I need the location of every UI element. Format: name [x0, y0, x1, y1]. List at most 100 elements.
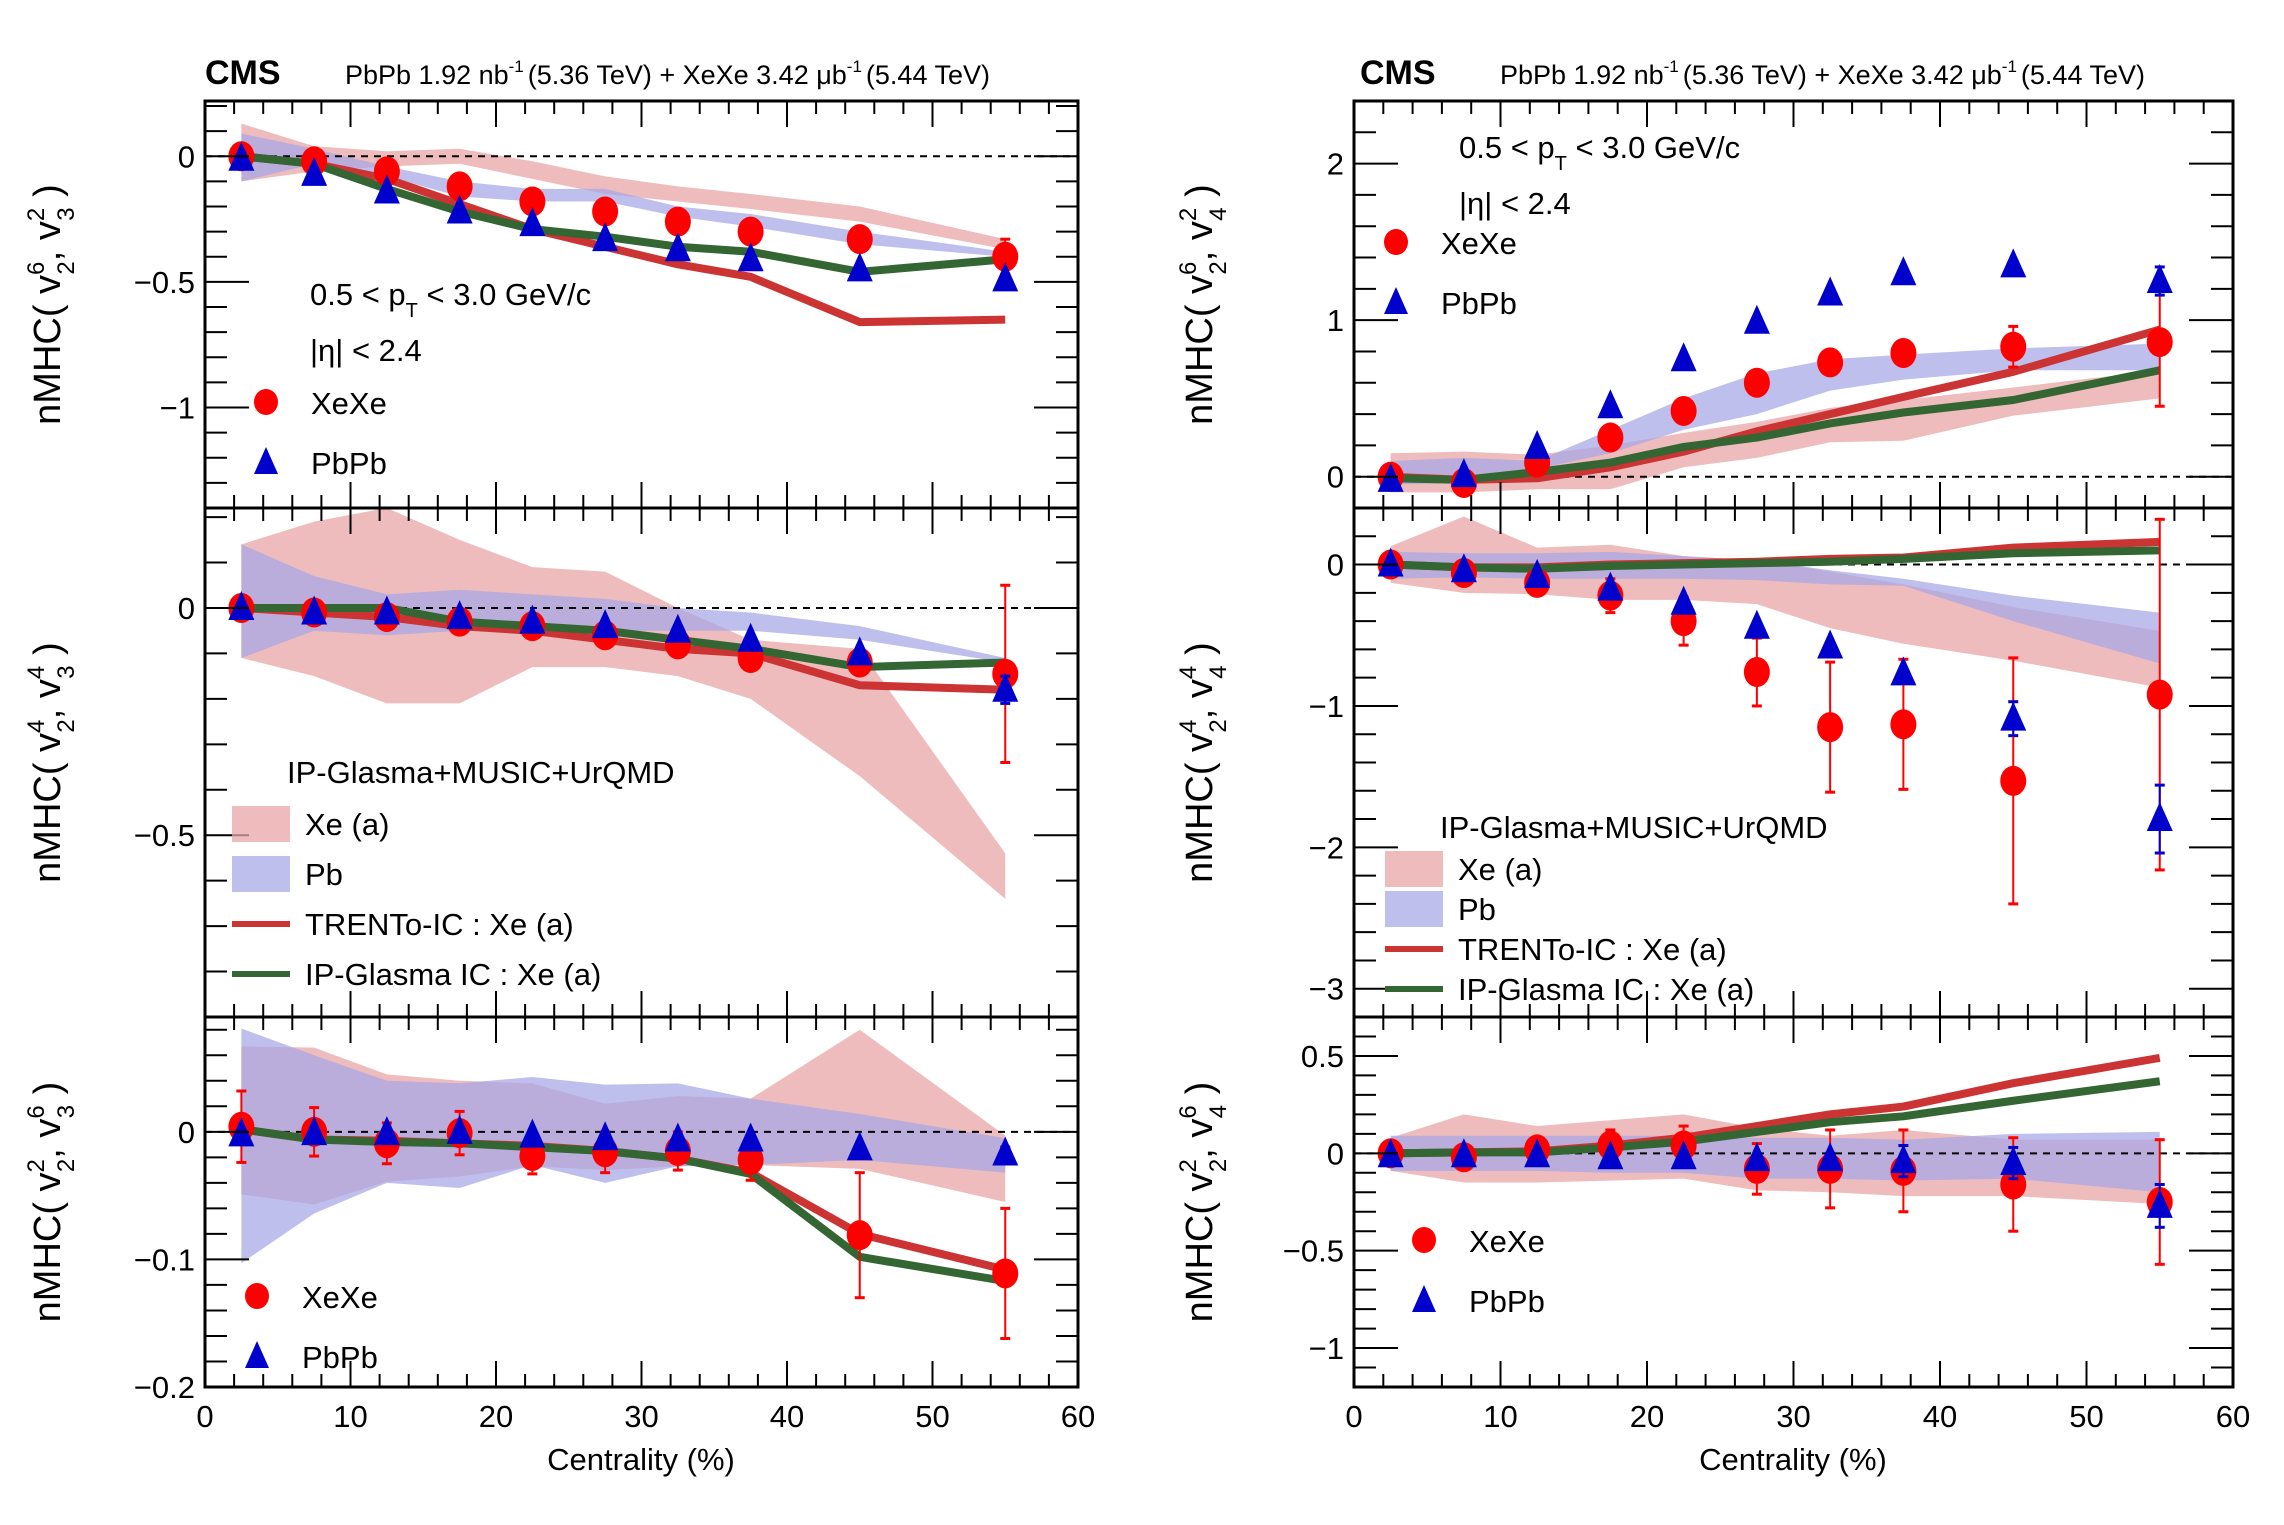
pbpb-point: [446, 1114, 473, 1144]
legend-model-label: IP-Glasma IC : Xe (a): [1458, 972, 1754, 1007]
x-tick-label: 50: [915, 1399, 949, 1434]
xexe-point: [846, 224, 873, 255]
legend-pbpb-label: PbPb: [311, 446, 387, 481]
legend-model-label: TRENTo-IC : Xe (a): [305, 907, 574, 942]
band-pb-model: [241, 1028, 1006, 1264]
pbpb-point: [664, 232, 691, 262]
pbpb-point: [1524, 558, 1551, 588]
pbpb-point: [2000, 248, 2027, 278]
pbpb-point: [846, 636, 873, 666]
legend-model-label: Xe (a): [1458, 852, 1542, 887]
xexe-point: [1743, 657, 1770, 688]
legend-pbpb-marker: [1384, 287, 1408, 314]
pbpb-point: [1743, 1142, 1770, 1172]
ipglasma-line: [1390, 546, 2160, 573]
xexe-point: [2000, 765, 2027, 796]
y-tick-label: −2: [1309, 830, 1344, 865]
pbpb-point: [1597, 571, 1624, 601]
pbpb-point: [2146, 1188, 2173, 1218]
pbpb-point: [737, 1122, 764, 1152]
y-tick-label: −1: [1309, 689, 1344, 724]
legend-pbpb-marker: [245, 1341, 269, 1368]
y-tick-label: 0: [178, 139, 195, 174]
y-axis-title: nMHC( v6 2, v2 4 ): [1175, 184, 1232, 425]
ipglasma-line: [241, 603, 1006, 672]
xexe-point: [1597, 422, 1624, 453]
eta-range-annotation: |η| < 2.4: [310, 333, 422, 368]
x-tick-label: 60: [1061, 1399, 1095, 1434]
pbpb-point: [519, 604, 546, 634]
xexe-point: [2000, 331, 2027, 362]
panel-top-left: 0 −0.5 −1 nMHC( v6 2, v2 3 ) 0.5 < pT < 3.0 Ge…: [23, 99, 1080, 510]
pbpb-point: [1670, 585, 1697, 615]
legend-model-label: TRENTo-IC : Xe (a): [1458, 932, 1727, 967]
pbpb-point: [301, 595, 328, 625]
x-tick-label: 40: [770, 1399, 804, 1434]
y-tick-label: −0.1: [134, 1242, 195, 1277]
y-tick-label: 0: [1327, 460, 1344, 495]
pbpb-point: [373, 595, 400, 625]
legend-xe-band-swatch: [1385, 851, 1443, 887]
panel-mid-left: 0 −0.5 nMHC( v4 2, v4 3 ) IP-Glasma+MUSIC+UrQ…: [23, 506, 1080, 1019]
x-tick-label: 20: [479, 1399, 513, 1434]
y-axis-title: nMHC( v4 2, v4 4 ): [1175, 642, 1232, 883]
pbpb-point: [846, 1131, 873, 1161]
band-xe-model: [241, 123, 1006, 250]
xexe-point: [519, 186, 546, 217]
legend-pbpb-label: PbPb: [1469, 1284, 1545, 1319]
xexe-point: [2146, 679, 2173, 710]
legend-xexe-label: XeXe: [311, 386, 387, 421]
legend-xexe-label: XeXe: [1469, 1224, 1545, 1259]
y-tick-label: 0: [1327, 1136, 1344, 1171]
pbpb-point: [664, 1122, 691, 1152]
pbpb-point: [1597, 1140, 1624, 1170]
pbpb-point: [1524, 1138, 1551, 1168]
y-tick-label: 2: [1327, 147, 1344, 182]
legend-model-title: IP-Glasma+MUSIC+UrQMD: [1440, 810, 1828, 845]
legend-model-label: Xe (a): [305, 807, 389, 842]
pbpb-point: [1817, 276, 1844, 306]
panel-top-right: 0 1 2 nMHC( v6 2, v2 4 ) 0.5 < pT < 3.0 GeV/c |…: [1175, 99, 2235, 510]
xexe-point: [737, 216, 764, 247]
legend-pb-band-swatch: [232, 856, 290, 892]
xexe-point: [1670, 395, 1697, 426]
legend-pbpb-label: PbPb: [302, 1340, 378, 1375]
y-tick-label: 0.5: [1301, 1039, 1344, 1074]
y-tick-label: 0: [1327, 548, 1344, 583]
pbpb-point: [592, 1121, 619, 1151]
y-tick-label: −0.5: [134, 265, 195, 300]
y-axis-title: nMHC( v2 2, v6 4 ): [1175, 1082, 1232, 1323]
y-tick-label: 0: [178, 591, 195, 626]
pbpb-point: [846, 252, 873, 282]
panel-frame: [1352, 1015, 2235, 1389]
y-tick-label: 1: [1327, 303, 1344, 338]
pbpb-point: [2146, 802, 2173, 832]
pbpb-point: [373, 174, 400, 204]
ipglasma-line: [240, 1125, 1006, 1286]
cms-label-left: CMS: [205, 54, 281, 92]
lumi-label-left: PbPb 1.92 nb-1 (5.36 TeV) + XeXe 3.42 μb-…: [345, 57, 990, 90]
xexe-point: [664, 206, 691, 237]
ipglasma-line: [1390, 366, 2161, 484]
pbpb-point: [1377, 547, 1404, 577]
xexe-point: [373, 156, 400, 187]
legend-pb-band-swatch: [1385, 891, 1443, 927]
pt-range-annotation: 0.5 < pT < 3.0 GeV/c: [1459, 130, 1740, 175]
pbpb-point: [2146, 264, 2173, 294]
ipglasma-line: [1390, 1077, 2161, 1158]
xexe-point: [446, 171, 473, 202]
y-tick-label: −3: [1309, 972, 1344, 1007]
y-tick-label: −0.5: [1283, 1234, 1344, 1269]
band-pb-model: [1390, 343, 2160, 485]
legend-pbpb-marker: [1412, 1285, 1436, 1312]
xexe-point: [592, 196, 619, 227]
x-tick-label: 0: [1345, 1399, 1362, 1434]
pbpb-point: [1450, 458, 1477, 488]
pbpb-point: [1670, 1140, 1697, 1170]
xexe-point: [519, 1141, 546, 1172]
band-pb-model: [241, 544, 1006, 663]
pbpb-point: [2000, 1146, 2027, 1176]
y-axis-title: nMHC( v6 2, v2 3 ): [23, 184, 80, 425]
x-tick-label: 10: [1483, 1399, 1517, 1434]
